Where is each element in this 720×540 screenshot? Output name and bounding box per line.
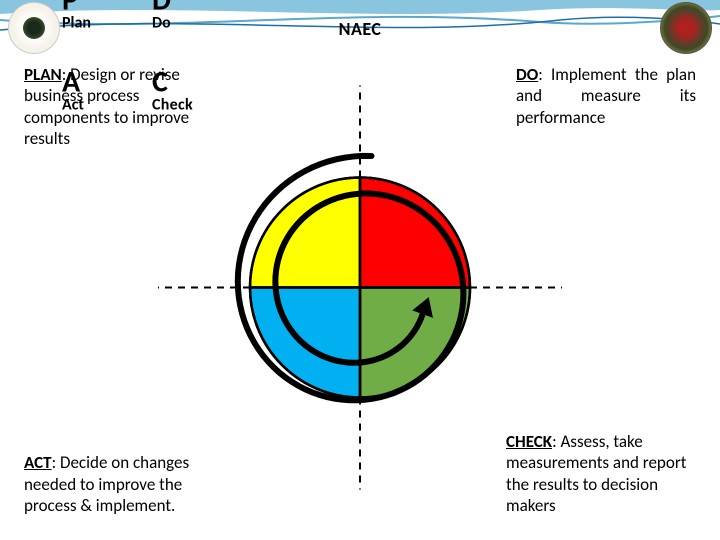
- quadrant-key-a: A: [62, 68, 84, 98]
- pdca-svg: [130, 58, 590, 518]
- quadrant-word-act: Act: [62, 96, 84, 115]
- caption-plan-bold: PLAN: [24, 64, 62, 85]
- quadrant-label-plan: P Plan: [62, 0, 91, 33]
- quadrant-word-check: Check: [152, 96, 193, 115]
- naec-crest-logo: [660, 2, 712, 54]
- quadrant-key-c: C: [152, 68, 193, 98]
- quadrant-word-do: Do: [152, 14, 171, 33]
- header-title: NAEC: [0, 18, 720, 40]
- quadrant-label-act: A Act: [62, 68, 84, 115]
- coat-of-arms-logo: [8, 2, 60, 54]
- quadrant-label-do: D Do: [152, 0, 171, 33]
- pdca-diagram: P Plan D Do A Act C Check: [130, 58, 590, 523]
- quadrant-word-plan: Plan: [62, 14, 91, 33]
- caption-act-bold: ACT: [24, 452, 52, 473]
- quadrant-label-check: C Check: [152, 68, 193, 115]
